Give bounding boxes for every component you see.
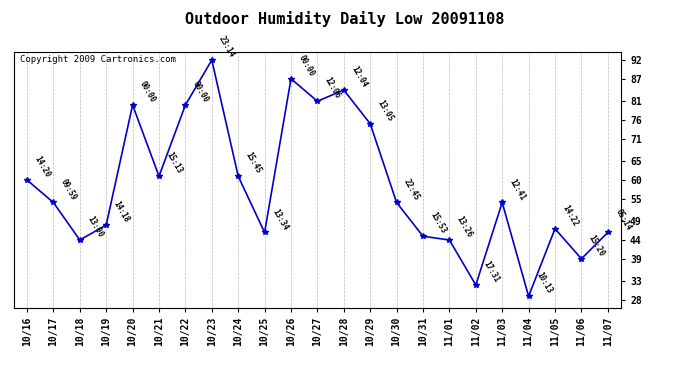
- Text: 12:06: 12:06: [323, 76, 342, 100]
- Text: 14:20: 14:20: [32, 155, 52, 179]
- Text: 22:45: 22:45: [402, 177, 422, 202]
- Text: Copyright 2009 Cartronics.com: Copyright 2009 Cartronics.com: [20, 55, 176, 64]
- Text: 12:04: 12:04: [349, 65, 368, 89]
- Text: 17:31: 17:31: [482, 260, 501, 284]
- Text: 10:13: 10:13: [534, 271, 553, 296]
- Text: 15:53: 15:53: [428, 211, 448, 236]
- Text: 05:14: 05:14: [613, 207, 633, 232]
- Text: 00:00: 00:00: [297, 54, 316, 78]
- Text: 12:41: 12:41: [508, 177, 527, 202]
- Text: 13:05: 13:05: [376, 99, 395, 123]
- Text: 14:18: 14:18: [112, 200, 131, 224]
- Text: 00:00: 00:00: [138, 80, 157, 104]
- Text: 13:00: 13:00: [86, 215, 105, 239]
- Text: 09:59: 09:59: [59, 177, 78, 202]
- Text: 15:13: 15:13: [164, 151, 184, 176]
- Text: Outdoor Humidity Daily Low 20091108: Outdoor Humidity Daily Low 20091108: [186, 11, 504, 27]
- Text: 14:22: 14:22: [560, 204, 580, 228]
- Text: 13:34: 13:34: [270, 207, 290, 232]
- Text: 23:14: 23:14: [217, 35, 237, 59]
- Text: 00:00: 00:00: [191, 80, 210, 104]
- Text: 15:20: 15:20: [587, 234, 607, 258]
- Text: 15:45: 15:45: [244, 151, 263, 176]
- Text: 13:26: 13:26: [455, 215, 474, 239]
